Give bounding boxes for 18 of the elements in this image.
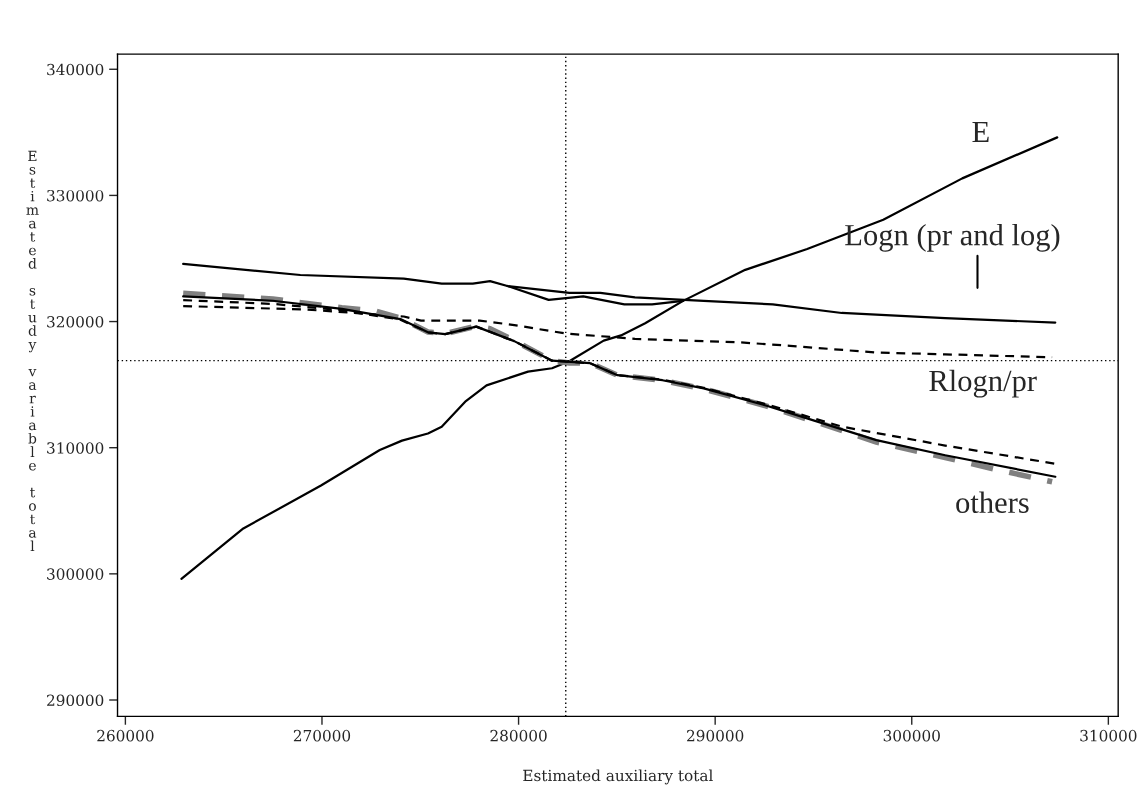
text: Estimated study variable total	[26, 150, 39, 551]
text: Logn (pr and log)	[845, 223, 1060, 252]
y-tick-label: 290000	[47, 694, 104, 707]
x-axis-title: Estimated auxiliary total	[523, 769, 713, 785]
y-tick-label: 300000	[47, 568, 104, 580]
y-tick-label: 330000	[47, 189, 104, 202]
series-label: Rlogn/pr	[929, 369, 1037, 398]
y-tick-label: 320000	[47, 316, 104, 328]
y-tick-label: 340000	[47, 63, 104, 76]
x-tick-label: 300000	[883, 729, 940, 742]
y-tick-label: 310000	[47, 442, 104, 454]
x-tick-label: 270000	[293, 729, 351, 742]
series-label: E	[972, 121, 989, 142]
x-tick-label: 290000	[687, 729, 744, 742]
x-tick-label: 310000	[1080, 729, 1137, 742]
x-tick-label: 260000	[97, 729, 154, 742]
x-tick-label: 280000	[490, 729, 547, 742]
series-label: others	[956, 491, 1029, 514]
